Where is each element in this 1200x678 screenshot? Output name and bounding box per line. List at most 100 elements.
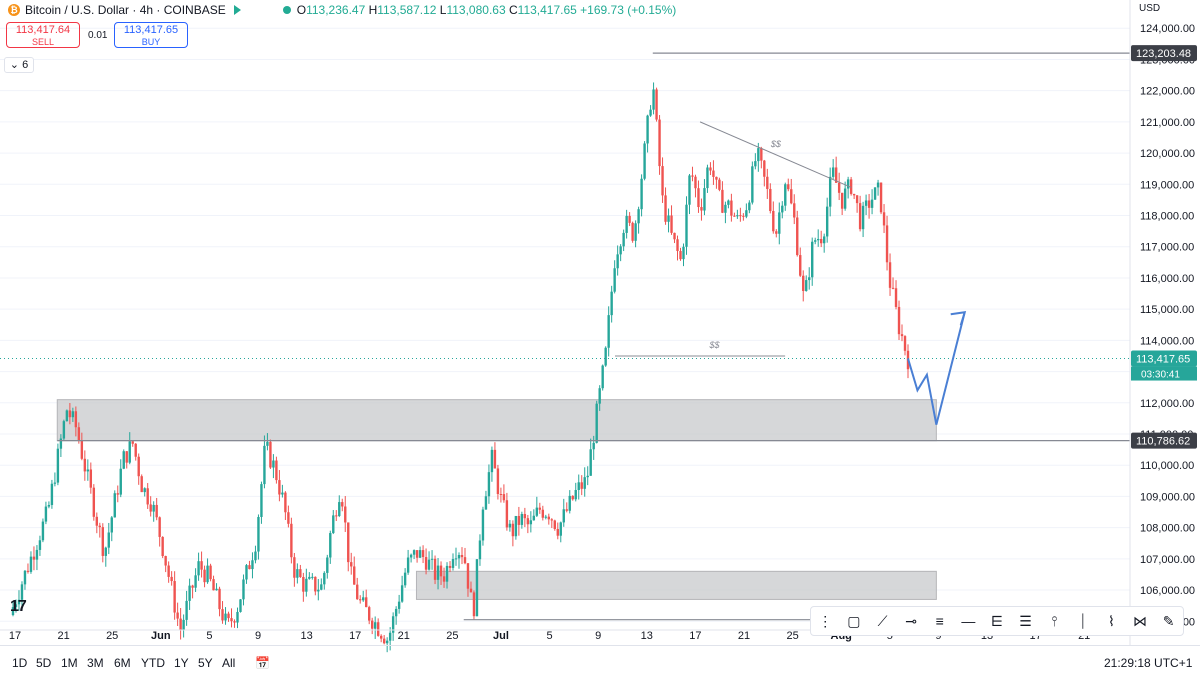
candle-body [769, 188, 772, 211]
candle-body [754, 161, 757, 167]
range-all[interactable]: All [222, 656, 236, 670]
candle-body [341, 502, 344, 507]
candle-body [272, 460, 275, 468]
candle-body [299, 569, 302, 577]
candle-body [134, 443, 137, 457]
range-5y[interactable]: 5Y [198, 656, 213, 670]
candle-body [155, 504, 158, 518]
horizontal-ray-icon[interactable]: ⊸ [905, 612, 917, 629]
candle-body [110, 517, 113, 533]
horizontal-line-icon[interactable]: — [961, 613, 976, 629]
flag-icon[interactable] [233, 5, 241, 15]
candle-body [424, 557, 428, 570]
trendline-icon[interactable]: ⟋ [877, 612, 888, 629]
candle-body [376, 622, 380, 636]
candle-body [565, 509, 568, 511]
candle-body [790, 189, 793, 204]
candle-body [652, 89, 655, 110]
candle-body [379, 635, 383, 639]
candle-body [161, 536, 164, 557]
indicators-toggle[interactable]: ⌄ 6 [4, 57, 34, 73]
candle-body [230, 618, 233, 622]
indicators-count: 6 [22, 59, 29, 71]
drag-handle-icon[interactable]: ⋮ [818, 612, 833, 629]
candle-body [370, 620, 374, 629]
zone-level-price-label: 110,786.62 [1136, 436, 1190, 448]
candle-body [460, 554, 464, 558]
candle-body [20, 584, 24, 600]
candle-body [688, 175, 691, 205]
candle-body [436, 565, 440, 580]
time-tick-label: 17 [349, 630, 361, 642]
candle-body [481, 509, 485, 541]
candle-body [691, 175, 694, 177]
candle-body [583, 477, 586, 489]
currency-label[interactable]: USD [1139, 3, 1161, 14]
candle-body [589, 449, 592, 476]
candle-body [613, 268, 616, 292]
candle-body [83, 458, 87, 472]
price-axis: 105,000.00106,000.00107,000.00108,000.00… [1129, 0, 1197, 645]
candle-body [619, 246, 622, 255]
candle-body [709, 167, 712, 171]
polyline-icon[interactable]: ⌇ [1107, 612, 1115, 629]
candle-body [667, 215, 670, 222]
parallel-lines-icon[interactable]: ≡ [935, 613, 944, 629]
buy-button[interactable]: 113,417.65 BUY [114, 22, 188, 48]
range-1m[interactable]: 1M [61, 656, 78, 670]
current-price-label-bg [1131, 350, 1197, 367]
fib-icon[interactable]: ⫯ [1051, 612, 1058, 629]
candle-body [870, 199, 874, 208]
range-ytd[interactable]: YTD [141, 656, 165, 670]
candle-body [122, 451, 125, 469]
candle-body [338, 502, 341, 516]
candle-body [547, 516, 550, 520]
price-tick-label: 116,000.00 [1140, 273, 1194, 285]
candle-body [655, 89, 658, 120]
time-tick-label: Jul [493, 630, 509, 642]
rectangle-icon[interactable]: ▢ [847, 612, 861, 629]
candle-body [26, 570, 30, 572]
candle-body [646, 115, 649, 144]
candle-body [86, 469, 90, 472]
candle-body [92, 487, 96, 517]
candle-body [793, 203, 796, 218]
candle-body [846, 179, 850, 189]
brush-icon[interactable]: ✎ [1162, 612, 1175, 629]
time-tick-label: 17 [689, 630, 701, 642]
symbol-title[interactable]: Bitcoin / U.S. Dollar · 4h · COINBASE [25, 3, 226, 17]
candle-body [781, 205, 784, 213]
candle-body [535, 507, 539, 516]
candle-body [362, 597, 365, 601]
candle-body [622, 232, 625, 247]
candle-body [873, 187, 877, 200]
top-level-price-label-bg [1131, 45, 1197, 62]
path-icon[interactable]: ⋿ [990, 612, 1004, 629]
range-1y[interactable]: 1Y [174, 656, 189, 670]
range-3m[interactable]: 3M [87, 656, 104, 670]
sell-button[interactable]: 113,417.64 SELL [6, 22, 80, 48]
sell-price: 113,417.64 [15, 24, 71, 36]
multi-line-icon[interactable]: ☰ [1019, 612, 1032, 629]
candle-body [23, 570, 27, 585]
candle-body [703, 188, 706, 211]
candle-body [760, 148, 763, 161]
range-5d[interactable]: 5D [36, 656, 52, 670]
range-6m[interactable]: 6M [114, 656, 131, 670]
candle-body [900, 334, 904, 337]
candle-body [385, 640, 389, 644]
candle-body [317, 589, 320, 592]
date-range-icon[interactable]: 📅 [255, 656, 270, 670]
vertical-line-icon[interactable]: ⏐ [1078, 612, 1087, 629]
tradingview-logo-icon[interactable]: 17 [10, 598, 27, 615]
candle-body [484, 496, 488, 510]
candle-body [592, 442, 595, 450]
candle-body [373, 622, 377, 629]
candle-body [146, 488, 149, 505]
candle-body [649, 109, 652, 116]
pattern-icon[interactable]: ⋈ [1133, 612, 1147, 629]
candle-body [733, 215, 736, 217]
clock[interactable]: 21:29:18 UTC+1 [1104, 656, 1193, 670]
range-1d[interactable]: 1D [12, 656, 28, 670]
